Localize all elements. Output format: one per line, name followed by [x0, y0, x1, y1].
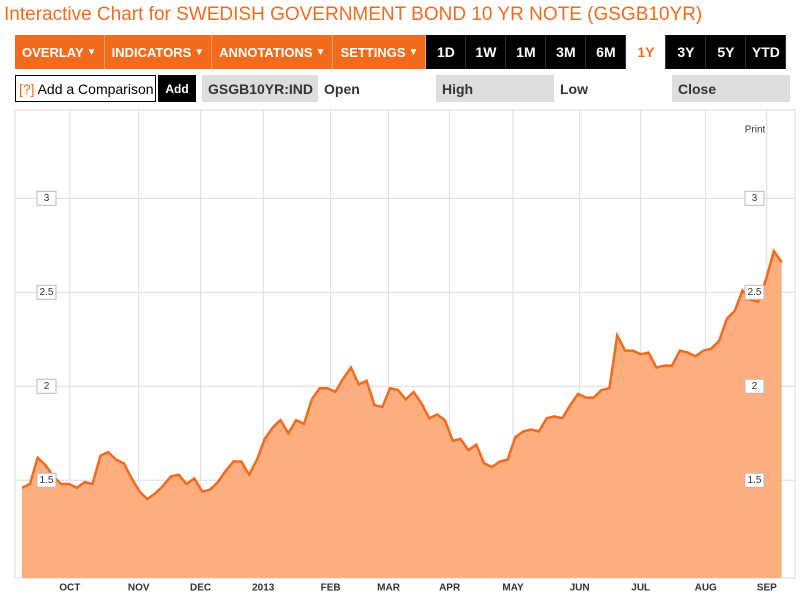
x-tick-label: DEC [190, 583, 211, 594]
y-tick-box [36, 284, 57, 300]
y-tick-label: 2.5 [40, 287, 54, 298]
add-button[interactable]: Add [158, 75, 196, 102]
x-tick-label: SEP [757, 583, 777, 594]
y-tick-box [744, 190, 765, 206]
range-button[interactable]: 1M [506, 35, 547, 69]
range-button[interactable]: 1W [466, 35, 507, 69]
comparison-input[interactable]: [?] Add a Comparison [15, 75, 156, 102]
x-tick-label: MAR [377, 583, 401, 594]
x-tick-label: JUN [570, 583, 590, 594]
x-tick-label: APR [439, 583, 461, 594]
toolbar: OVERLAYINDICATORSANNOTATIONSSETTINGS1D1W… [15, 35, 795, 69]
x-tick-label: AUG [695, 583, 717, 594]
menu-button[interactable]: ANNOTATIONS [212, 35, 334, 69]
y-tick-box [744, 378, 765, 394]
range-button[interactable]: 3M [546, 35, 587, 69]
title: Interactive Chart for SWEDISH GOVERNMENT… [4, 4, 703, 25]
menu-button[interactable]: SETTINGS [333, 35, 427, 69]
x-tick-label: FEB [321, 583, 341, 594]
range-button[interactable]: 1D [426, 35, 467, 69]
print-link[interactable]: Print [745, 125, 766, 136]
y-tick-box [36, 378, 57, 394]
range-button[interactable]: 1Y [626, 35, 667, 69]
x-tick-label: NOV [128, 583, 150, 594]
range-button[interactable]: 6M [586, 35, 627, 69]
line [21, 248, 783, 501]
range-button[interactable]: 3Y [666, 35, 707, 69]
menu-button[interactable]: OVERLAY [15, 35, 105, 69]
x-tick-label: OCT [59, 583, 80, 594]
y-tick-box [36, 190, 57, 206]
placeholder: Add a Comparison [37, 80, 154, 97]
quote-row: [?] Add a Comparison Add GSGB10YR:IND Ope… [15, 75, 795, 102]
y-tick-label: 2 [44, 381, 50, 392]
quote-field: Low [560, 80, 588, 97]
y-tick-label: 2.5 [748, 287, 762, 298]
quote-field: Close [672, 75, 790, 102]
x-tick-label: MAY [502, 583, 524, 594]
range-button[interactable]: YTD [746, 35, 787, 69]
y-tick-box [36, 472, 57, 488]
area [22, 251, 782, 578]
quote-field: Open [324, 80, 360, 97]
x-tick-label: JUL [631, 583, 650, 594]
menu-button[interactable]: INDICATORS [104, 35, 213, 69]
y-tick-label: 1.5 [40, 475, 54, 486]
range-button[interactable]: 5Y [706, 35, 747, 69]
y-tick-box [744, 284, 765, 300]
help[interactable]: [?] [19, 80, 35, 97]
y-tick-box [744, 472, 765, 488]
y-tick-label: 1.5 [748, 475, 762, 486]
x-tick-label: 2013 [252, 583, 275, 594]
y-tick-label: 3 [752, 193, 758, 204]
symbol: GSGB10YR:IND [202, 75, 318, 102]
quote-field: High [436, 75, 554, 102]
y-tick-label: 2 [752, 381, 758, 392]
y-tick-label: 3 [44, 193, 50, 204]
